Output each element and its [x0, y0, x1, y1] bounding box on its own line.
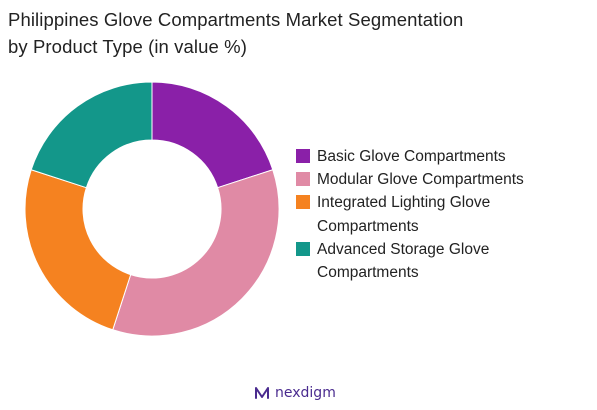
legend-item-integrated-lighting: Integrated Lighting Glove Compartments: [296, 191, 596, 237]
donut-slices: [24, 81, 280, 337]
slice-modular-glove-compartments: [112, 169, 280, 337]
legend-label-integrated-lighting: Integrated Lighting Glove Compartments: [317, 194, 491, 235]
chart-title-line2: by Product Type (in value %): [8, 36, 247, 57]
brand-name: nexdigm: [275, 385, 336, 401]
slice-advanced-storage-glove-compartments: [30, 81, 153, 189]
legend-swatch-modular: [296, 172, 310, 187]
slice-basic-glove-compartments: [151, 81, 274, 189]
nexdigm-logo: nexdigm: [253, 381, 336, 405]
legend-label-modular: Modular Glove Compartments: [317, 171, 524, 189]
legend-item-basic: Basic Glove Compartments: [296, 145, 596, 168]
legend-item-modular: Modular Glove Compartments: [296, 168, 596, 191]
legend-swatch-integrated-lighting: [296, 195, 310, 210]
legend-label-advanced-storage: Advanced Storage Glove Compartments: [317, 240, 490, 282]
legend-swatch-basic: [296, 149, 310, 163]
legend-item-advanced-storage: Advanced Storage Glove Compartments: [296, 238, 596, 284]
slice-integrated-lighting-glove-compartments: [24, 169, 132, 331]
chart-legend: Basic Glove Compartments Modular Glove C…: [296, 145, 596, 284]
nexdigm-logo-icon: [255, 387, 269, 399]
legend-label-basic: Basic Glove Compartments: [317, 148, 506, 165]
chart-title: Philippines Glove Compartments Market Se…: [8, 6, 588, 60]
chart-title-line1: Philippines Glove Compartments Market Se…: [8, 9, 464, 30]
legend-swatch-advanced-storage: [296, 241, 310, 256]
